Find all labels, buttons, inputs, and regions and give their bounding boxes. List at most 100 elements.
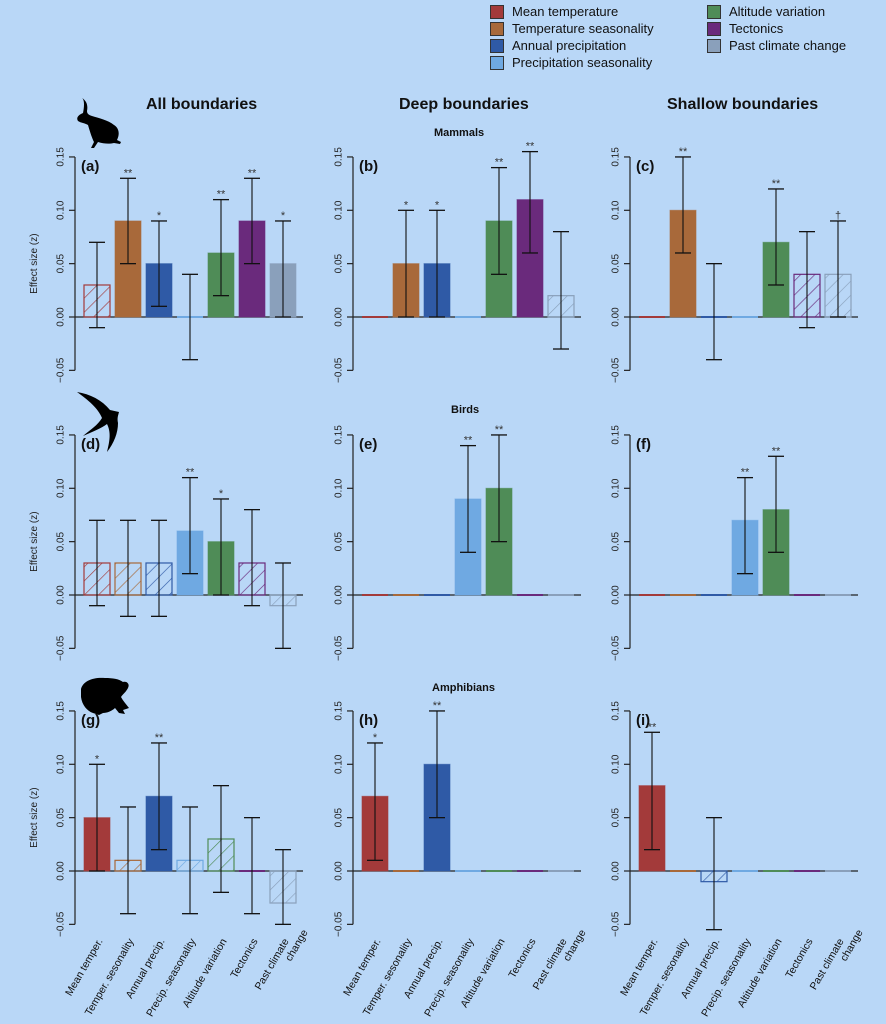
legend-swatch [707, 4, 721, 19]
panel-label: (c) [636, 158, 654, 175]
y-tick-label: 0.10 [611, 200, 622, 220]
legend-label: Mean temperature [512, 4, 619, 19]
y-tick-label: −0.05 [611, 357, 622, 383]
y-tick-label: 0.15 [611, 147, 622, 167]
significance-marker: ** [741, 467, 750, 479]
swift-icon [77, 392, 119, 452]
y-tick-label: 0.05 [56, 807, 67, 827]
x-tick-label-line: Tectonics [506, 937, 538, 981]
significance-marker: ** [217, 189, 226, 201]
column-header-shallow: Shallow boundaries [667, 96, 819, 113]
y-tick-label: 0.00 [334, 861, 345, 881]
y-tick-label: 0.10 [334, 200, 345, 220]
y-axis-label: Effect size (z) [29, 233, 40, 293]
significance-marker: * [435, 199, 440, 211]
panel-label: (a) [81, 158, 99, 175]
panel-label: (h) [359, 712, 378, 729]
legend-label: Altitude variation [729, 4, 826, 19]
x-tick-label-line: Tectonics [783, 937, 815, 981]
panel-label: (f) [636, 436, 651, 453]
significance-marker: * [157, 210, 162, 222]
x-tick-label: Past climatechange [808, 921, 866, 998]
y-tick-label: −0.05 [611, 911, 622, 937]
significance-marker: ** [495, 157, 504, 169]
y-tick-label: 0.10 [611, 478, 622, 498]
significance-marker: ** [186, 467, 195, 479]
y-tick-label: 0.00 [56, 307, 67, 327]
y-tick-label: 0.10 [334, 478, 345, 498]
legend-item: Precipitation seasonality [490, 54, 654, 71]
y-tick-label: 0.10 [56, 754, 67, 774]
y-tick-label: 0.00 [56, 861, 67, 881]
y-tick-label: 0.15 [56, 701, 67, 721]
y-tick-label: −0.05 [56, 635, 67, 661]
row-header-mammals: Mammals [434, 127, 485, 139]
y-tick-label: 0.15 [334, 147, 345, 167]
significance-marker: * [219, 488, 224, 500]
y-axis-label: Effect size (z) [29, 787, 40, 847]
y-tick-label: 0.05 [56, 253, 67, 273]
y-tick-label: 0.10 [611, 754, 622, 774]
x-tick-label: Tectonics [228, 937, 260, 981]
frog-icon [81, 677, 129, 715]
row-header-amphibians: Amphibians [432, 682, 495, 694]
legend-label: Tectonics [729, 21, 784, 36]
legend-label: Annual precipitation [512, 38, 627, 53]
y-tick-label: 0.05 [334, 253, 345, 273]
significance-marker: † [835, 210, 841, 222]
y-tick-label: 0.00 [611, 585, 622, 605]
panel-label: (g) [81, 712, 100, 729]
legend-item: Tectonics [707, 20, 846, 37]
panel-label: (d) [81, 436, 100, 453]
row-header-birds: Birds [451, 404, 480, 416]
x-tick-label: Tectonics [506, 937, 538, 981]
significance-marker: ** [155, 732, 164, 744]
y-tick-label: 0.00 [334, 585, 345, 605]
significance-marker: ** [124, 167, 133, 179]
column-header-deep: Deep boundaries [399, 96, 529, 113]
legend-swatch [490, 38, 504, 53]
y-axis-label: Effect size (z) [29, 511, 40, 571]
y-tick-label: 0.15 [611, 425, 622, 445]
legend-item: Past climate change [707, 37, 846, 54]
legend-item: Temperature seasonality [490, 20, 654, 37]
significance-marker: ** [526, 141, 535, 153]
significance-marker: * [404, 199, 409, 211]
y-tick-label: 0.00 [334, 307, 345, 327]
significance-marker: ** [495, 424, 504, 436]
legend-left: Mean temperature Temperature seasonality… [490, 3, 654, 71]
y-tick-label: 0.10 [56, 478, 67, 498]
y-tick-label: 0.05 [611, 531, 622, 551]
x-tick-label: Tectonics [783, 937, 815, 981]
y-tick-label: −0.05 [56, 357, 67, 383]
y-tick-label: −0.05 [334, 635, 345, 661]
y-tick-label: 0.15 [334, 701, 345, 721]
y-tick-label: 0.15 [56, 425, 67, 445]
y-tick-label: 0.05 [334, 807, 345, 827]
significance-marker: * [281, 210, 286, 222]
significance-marker: ** [464, 435, 473, 447]
panel-label: (i) [636, 712, 650, 729]
y-tick-label: 0.00 [56, 585, 67, 605]
legend-label: Past climate change [729, 38, 847, 53]
legend-swatch [490, 21, 504, 36]
y-tick-label: 0.05 [56, 531, 67, 551]
significance-marker: * [373, 732, 378, 744]
y-tick-label: −0.05 [334, 911, 345, 937]
y-tick-label: −0.05 [334, 357, 345, 383]
y-tick-label: −0.05 [611, 635, 622, 661]
hare-icon [77, 98, 121, 148]
y-tick-label: 0.05 [611, 807, 622, 827]
y-tick-label: 0.00 [611, 307, 622, 327]
panel-label: (e) [359, 436, 377, 453]
legend-item: Annual precipitation [490, 37, 654, 54]
y-tick-label: 0.05 [611, 253, 622, 273]
significance-marker: ** [679, 146, 688, 158]
significance-marker: ** [648, 721, 657, 733]
significance-marker: ** [433, 700, 442, 712]
legend-swatch [707, 38, 721, 53]
x-tick-label-line: Tectonics [228, 937, 260, 981]
panel-label: (b) [359, 158, 378, 175]
significance-marker: ** [772, 445, 781, 457]
